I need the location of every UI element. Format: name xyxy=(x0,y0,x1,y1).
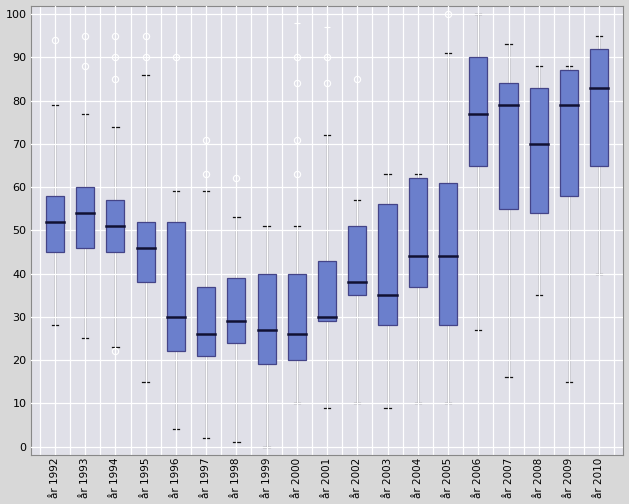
Bar xyxy=(469,57,487,165)
Bar xyxy=(197,287,215,356)
Bar xyxy=(318,261,336,321)
Bar xyxy=(288,274,306,360)
Bar xyxy=(590,49,608,165)
Bar xyxy=(530,88,548,213)
Bar xyxy=(167,222,185,351)
Bar xyxy=(227,278,245,343)
Bar xyxy=(439,183,457,326)
Bar xyxy=(348,226,367,295)
Bar xyxy=(106,200,125,252)
Bar xyxy=(257,274,276,364)
Bar xyxy=(46,196,64,252)
Bar xyxy=(136,222,155,282)
Bar xyxy=(560,71,578,196)
Bar xyxy=(499,83,518,209)
Bar xyxy=(379,205,397,326)
Bar xyxy=(76,187,94,247)
Bar xyxy=(409,178,427,287)
